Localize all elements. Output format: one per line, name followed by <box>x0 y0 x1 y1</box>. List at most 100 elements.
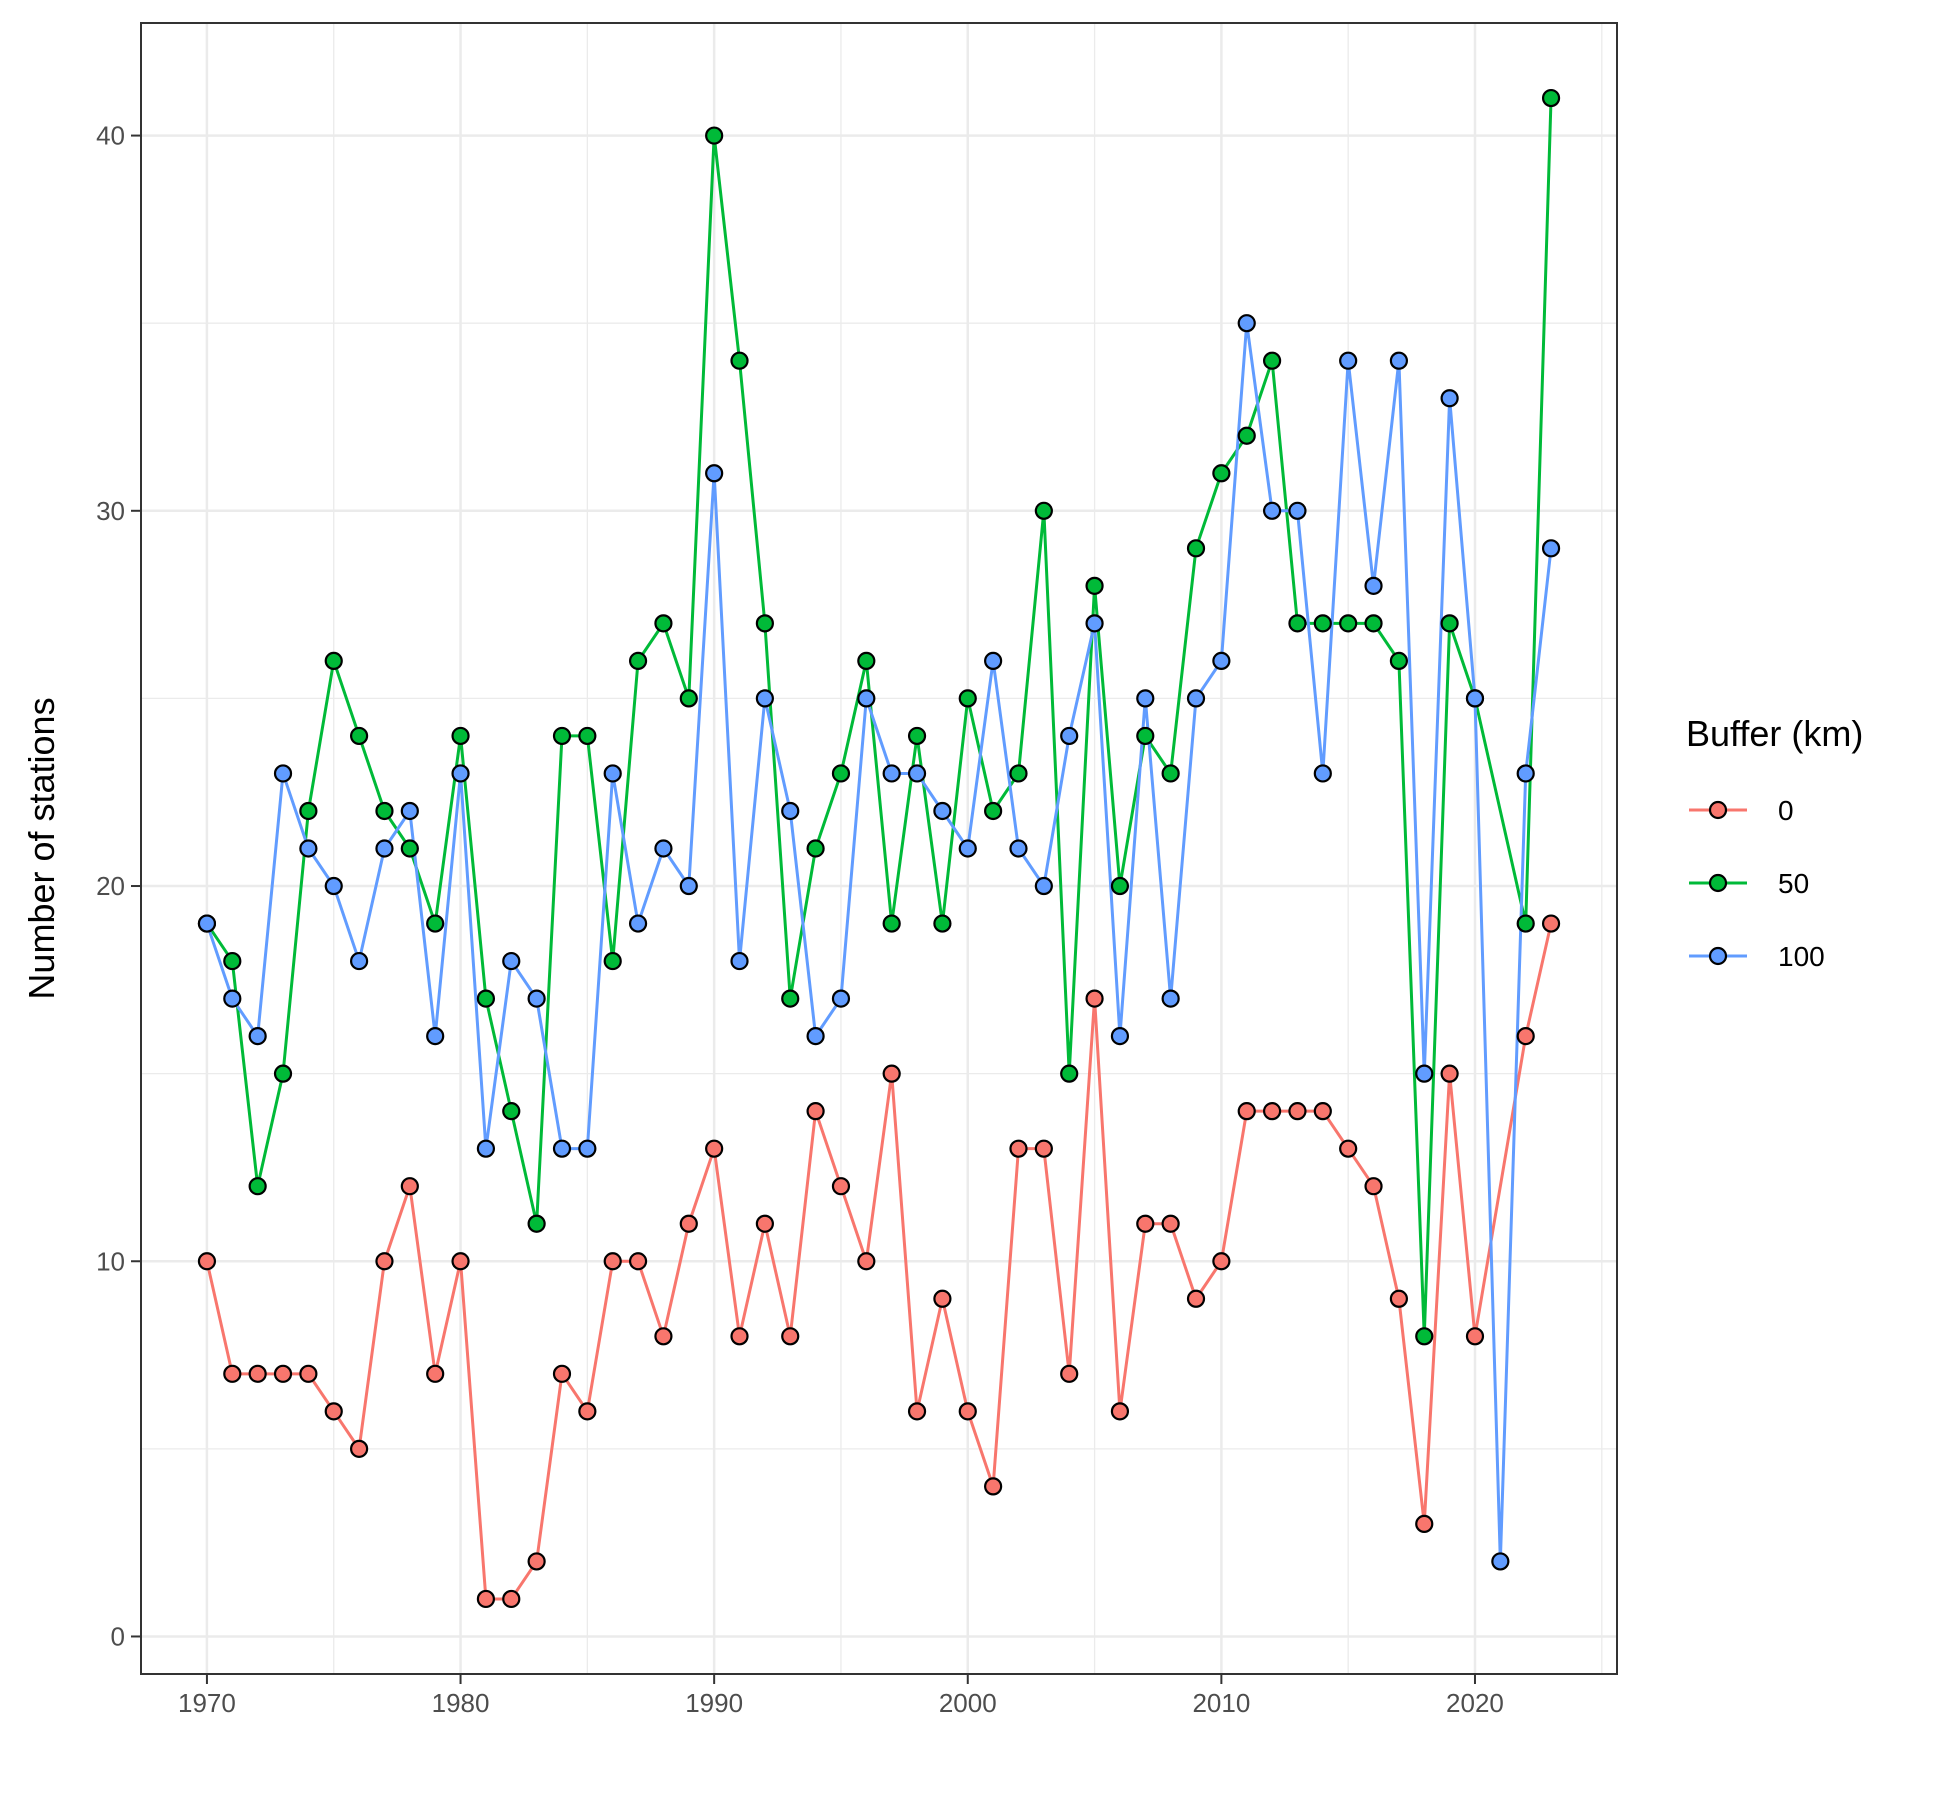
data-point-100 <box>324 876 343 896</box>
data-point-0 <box>375 1252 394 1271</box>
data-point-0 <box>603 1252 622 1271</box>
y-tick-label: 0 <box>111 1621 125 1651</box>
data-point-0 <box>907 1402 927 1421</box>
data-point-0 <box>1389 1289 1408 1308</box>
data-point-100 <box>1440 389 1459 408</box>
data-point-0 <box>350 1439 369 1458</box>
data-point-50 <box>730 351 749 370</box>
data-point-0 <box>273 1364 293 1383</box>
data-point-50 <box>654 614 673 633</box>
panel-border <box>140 22 1618 1675</box>
data-point-50 <box>755 614 774 633</box>
data-point-100 <box>527 989 546 1008</box>
legend-label-100: 100 <box>1778 941 1825 972</box>
x-tick-label: 2020 <box>1446 1688 1504 1718</box>
data-point-0 <box>1465 1327 1485 1346</box>
data-point-100 <box>857 689 876 708</box>
data-point-100 <box>299 839 318 858</box>
data-point-100 <box>273 764 293 783</box>
data-point-50 <box>273 1064 293 1083</box>
data-point-50 <box>476 989 496 1008</box>
data-point-100 <box>1110 1027 1130 1046</box>
data-point-100 <box>1288 501 1307 520</box>
legend-key-point <box>1708 946 1728 966</box>
data-point-50 <box>1541 88 1561 108</box>
data-point-0 <box>882 1064 901 1083</box>
data-point-50 <box>705 126 724 145</box>
data-point-50 <box>958 689 977 708</box>
data-point-50 <box>882 914 901 933</box>
data-point-100 <box>1237 314 1256 333</box>
data-point-0 <box>1136 1214 1155 1233</box>
data-point-50 <box>1288 614 1307 633</box>
data-point-50 <box>1110 876 1130 896</box>
data-point-100 <box>984 651 1003 670</box>
data-point-100 <box>1060 726 1079 746</box>
data-point-100 <box>375 839 394 858</box>
data-point-100 <box>451 764 470 783</box>
data-point-100 <box>1516 764 1535 783</box>
data-point-0 <box>527 1552 546 1571</box>
x-tick-label: 1970 <box>178 1688 236 1718</box>
data-point-100 <box>1034 876 1053 896</box>
data-point-50 <box>1364 614 1383 633</box>
data-point-50 <box>831 764 851 783</box>
data-point-50 <box>603 951 622 971</box>
data-point-50 <box>1034 501 1053 520</box>
y-tick-label: 10 <box>96 1246 125 1276</box>
data-point-100 <box>1262 501 1282 520</box>
data-point-50 <box>552 726 572 746</box>
data-point-100 <box>1415 1064 1434 1083</box>
data-point-0 <box>1034 1139 1053 1158</box>
data-point-50 <box>1389 651 1408 670</box>
data-point-100 <box>350 951 369 971</box>
data-point-0 <box>1186 1289 1206 1308</box>
data-point-100 <box>1541 539 1561 558</box>
data-point-0 <box>1440 1064 1459 1083</box>
data-point-0 <box>248 1364 267 1383</box>
data-point-50 <box>299 801 318 821</box>
data-point-0 <box>1237 1102 1256 1121</box>
data-point-0 <box>552 1364 572 1383</box>
y-tick-label: 40 <box>96 121 125 151</box>
data-point-0 <box>299 1364 318 1383</box>
data-point-0 <box>730 1327 749 1346</box>
data-point-50 <box>781 989 800 1008</box>
data-point-0 <box>1085 989 1104 1008</box>
data-point-100 <box>248 1027 267 1046</box>
data-point-50 <box>1313 614 1332 633</box>
x-tick-label: 1980 <box>432 1688 490 1718</box>
data-point-100 <box>806 1027 825 1046</box>
data-point-50 <box>1186 539 1206 558</box>
data-point-100 <box>1465 689 1485 708</box>
data-point-100 <box>578 1139 597 1158</box>
data-point-50 <box>1085 576 1104 595</box>
data-point-0 <box>476 1589 496 1609</box>
data-point-100 <box>1186 689 1206 708</box>
data-point-50 <box>324 651 343 670</box>
data-point-100 <box>426 1027 445 1046</box>
data-point-50 <box>1339 614 1358 633</box>
data-point-0 <box>1212 1252 1231 1271</box>
data-point-50 <box>400 839 419 858</box>
series-points <box>197 88 1561 1609</box>
data-point-0 <box>400 1177 419 1196</box>
data-point-50 <box>1136 726 1155 746</box>
axes: 1970 1980 1990 2000 2010 2020 0 10 20 30 40 <box>96 121 1504 1718</box>
data-point-100 <box>933 801 952 821</box>
data-point-50 <box>1516 914 1535 933</box>
data-point-100 <box>1136 689 1155 708</box>
data-point-100 <box>755 689 774 708</box>
data-point-0 <box>502 1589 521 1609</box>
data-point-100 <box>197 914 217 933</box>
x-tick-label: 1990 <box>685 1688 743 1718</box>
data-point-100 <box>628 914 648 933</box>
data-point-100 <box>1491 1552 1510 1571</box>
data-point-0 <box>628 1252 648 1271</box>
legend-title: Buffer (km) <box>1686 713 1863 754</box>
data-point-0 <box>831 1177 851 1196</box>
data-point-0 <box>857 1252 876 1271</box>
data-point-0 <box>1541 914 1561 933</box>
